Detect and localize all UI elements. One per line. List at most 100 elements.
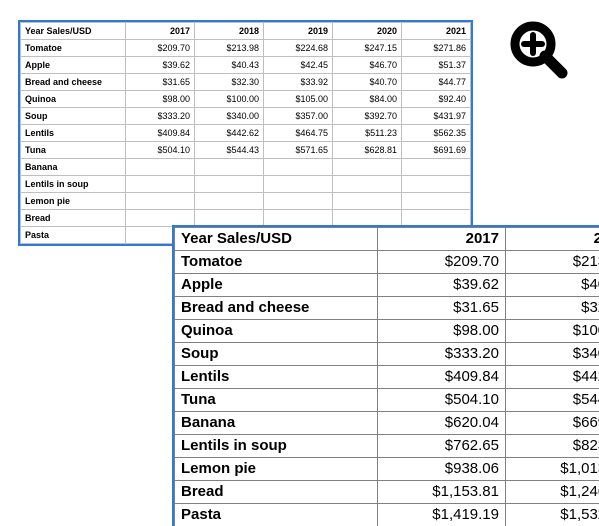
year-header: 2019 <box>264 23 333 40</box>
row-label: Soup <box>21 108 126 125</box>
header-label: Year Sales/USD <box>175 228 378 251</box>
cell-value: $409.84 <box>126 125 195 142</box>
row-label: Tuna <box>21 142 126 159</box>
cell-value: $504.10 <box>126 142 195 159</box>
cell-value: $1,532.73 <box>506 504 599 526</box>
cell-value: $511.23 <box>333 125 402 142</box>
table-row: Apple$39.62$40.43 <box>175 274 599 297</box>
cell-value: $31.65 <box>126 74 195 91</box>
cell-value: $39.62 <box>378 274 506 297</box>
row-label: Apple <box>175 274 378 297</box>
cell-value <box>333 193 402 210</box>
cell-value: $32.30 <box>195 74 264 91</box>
year-header: 2021 <box>402 23 471 40</box>
row-label: Tuna <box>175 389 378 412</box>
cell-value: $1,419.19 <box>378 504 506 526</box>
cell-value: $46.70 <box>333 57 402 74</box>
cell-value: $333.20 <box>378 343 506 366</box>
cell-value: $544.43 <box>195 142 264 159</box>
row-label: Lemon pie <box>21 193 126 210</box>
cell-value: $442.62 <box>195 125 264 142</box>
cell-value: $340.00 <box>506 343 599 366</box>
cell-value <box>264 159 333 176</box>
year-header: 2018 <box>195 23 264 40</box>
table-row: Banana <box>21 159 471 176</box>
row-label: Banana <box>21 159 126 176</box>
table-row: Bread and cheese$31.65$32.30 <box>175 297 599 320</box>
cell-value: $44.77 <box>402 74 471 91</box>
table-row: Quinoa$98.00$100.00 <box>175 320 599 343</box>
row-label: Pasta <box>175 504 378 526</box>
cell-value: $92.40 <box>402 91 471 108</box>
row-label: Lentils <box>175 366 378 389</box>
cell-value: $562.35 <box>402 125 471 142</box>
table-row: Lentils in soup$762.65$823.66 <box>175 435 599 458</box>
cell-value: $431.97 <box>402 108 471 125</box>
cell-value <box>195 159 264 176</box>
table-row: Lentils in soup <box>21 176 471 193</box>
cell-value <box>264 210 333 227</box>
year-header: 2018 <box>506 228 599 251</box>
table-row: Pasta$1,419.19$1,532.73 <box>175 504 599 526</box>
cell-value: $51.37 <box>402 57 471 74</box>
table-row: Bread$1,153.81$1,246.12 <box>175 481 599 504</box>
cell-value: $504.10 <box>378 389 506 412</box>
cell-value <box>126 210 195 227</box>
cell-value: $409.84 <box>378 366 506 389</box>
cell-value: $628.81 <box>333 142 402 159</box>
big-sales-table-frame: Year Sales/USD 2017 2018 Tomatoe$209.70$… <box>172 225 599 526</box>
table-row: Tomatoe$209.70$213.98$224.68$247.15$271.… <box>21 40 471 57</box>
cell-value <box>333 176 402 193</box>
cell-value: $938.06 <box>378 458 506 481</box>
cell-value: $1,246.12 <box>506 481 599 504</box>
year-header: 2020 <box>333 23 402 40</box>
row-label: Pasta <box>21 227 126 244</box>
cell-value: $1,013.10 <box>506 458 599 481</box>
cell-value: $1,153.81 <box>378 481 506 504</box>
table-row: Lemon pie$938.06$1,013.10 <box>175 458 599 481</box>
row-label: Banana <box>175 412 378 435</box>
cell-value <box>126 176 195 193</box>
cell-value: $392.70 <box>333 108 402 125</box>
row-label: Quinoa <box>21 91 126 108</box>
cell-value: $31.65 <box>378 297 506 320</box>
row-label: Bread <box>21 210 126 227</box>
cell-value <box>264 193 333 210</box>
cell-value: $224.68 <box>264 40 333 57</box>
cell-value <box>402 193 471 210</box>
cell-value: $98.00 <box>126 91 195 108</box>
cell-value <box>264 176 333 193</box>
row-label: Apple <box>21 57 126 74</box>
cell-value: $40.43 <box>506 274 599 297</box>
cell-value: $84.00 <box>333 91 402 108</box>
row-label: Bread and cheese <box>21 74 126 91</box>
cell-value <box>126 159 195 176</box>
row-label: Quinoa <box>175 320 378 343</box>
cell-value: $42.45 <box>264 57 333 74</box>
cell-value: $340.00 <box>195 108 264 125</box>
cell-value: $691.69 <box>402 142 471 159</box>
cell-value: $105.00 <box>264 91 333 108</box>
cell-value: $33.92 <box>264 74 333 91</box>
big-sales-table: Year Sales/USD 2017 2018 Tomatoe$209.70$… <box>174 227 599 526</box>
row-label: Bread and cheese <box>175 297 378 320</box>
cell-value: $40.70 <box>333 74 402 91</box>
table-header-row: Year Sales/USD 2017 2018 2019 2020 2021 <box>21 23 471 40</box>
table-row: Bread <box>21 210 471 227</box>
row-label: Bread <box>175 481 378 504</box>
table-row: Bread and cheese$31.65$32.30$33.92$40.70… <box>21 74 471 91</box>
header-label: Year Sales/USD <box>21 23 126 40</box>
cell-value <box>333 210 402 227</box>
cell-value <box>126 193 195 210</box>
small-sales-table-frame: Year Sales/USD 2017 2018 2019 2020 2021 … <box>18 20 473 246</box>
cell-value: $209.70 <box>126 40 195 57</box>
cell-value: $544.43 <box>506 389 599 412</box>
table-row: Lentils$409.84$442.62$464.75$511.23$562.… <box>21 125 471 142</box>
table-row: Lentils$409.84$442.62 <box>175 366 599 389</box>
cell-value: $333.20 <box>126 108 195 125</box>
table-row: Banana$620.04$669.64 <box>175 412 599 435</box>
row-label: Soup <box>175 343 378 366</box>
cell-value: $100.00 <box>506 320 599 343</box>
cell-value: $40.43 <box>195 57 264 74</box>
cell-value: $571.65 <box>264 142 333 159</box>
